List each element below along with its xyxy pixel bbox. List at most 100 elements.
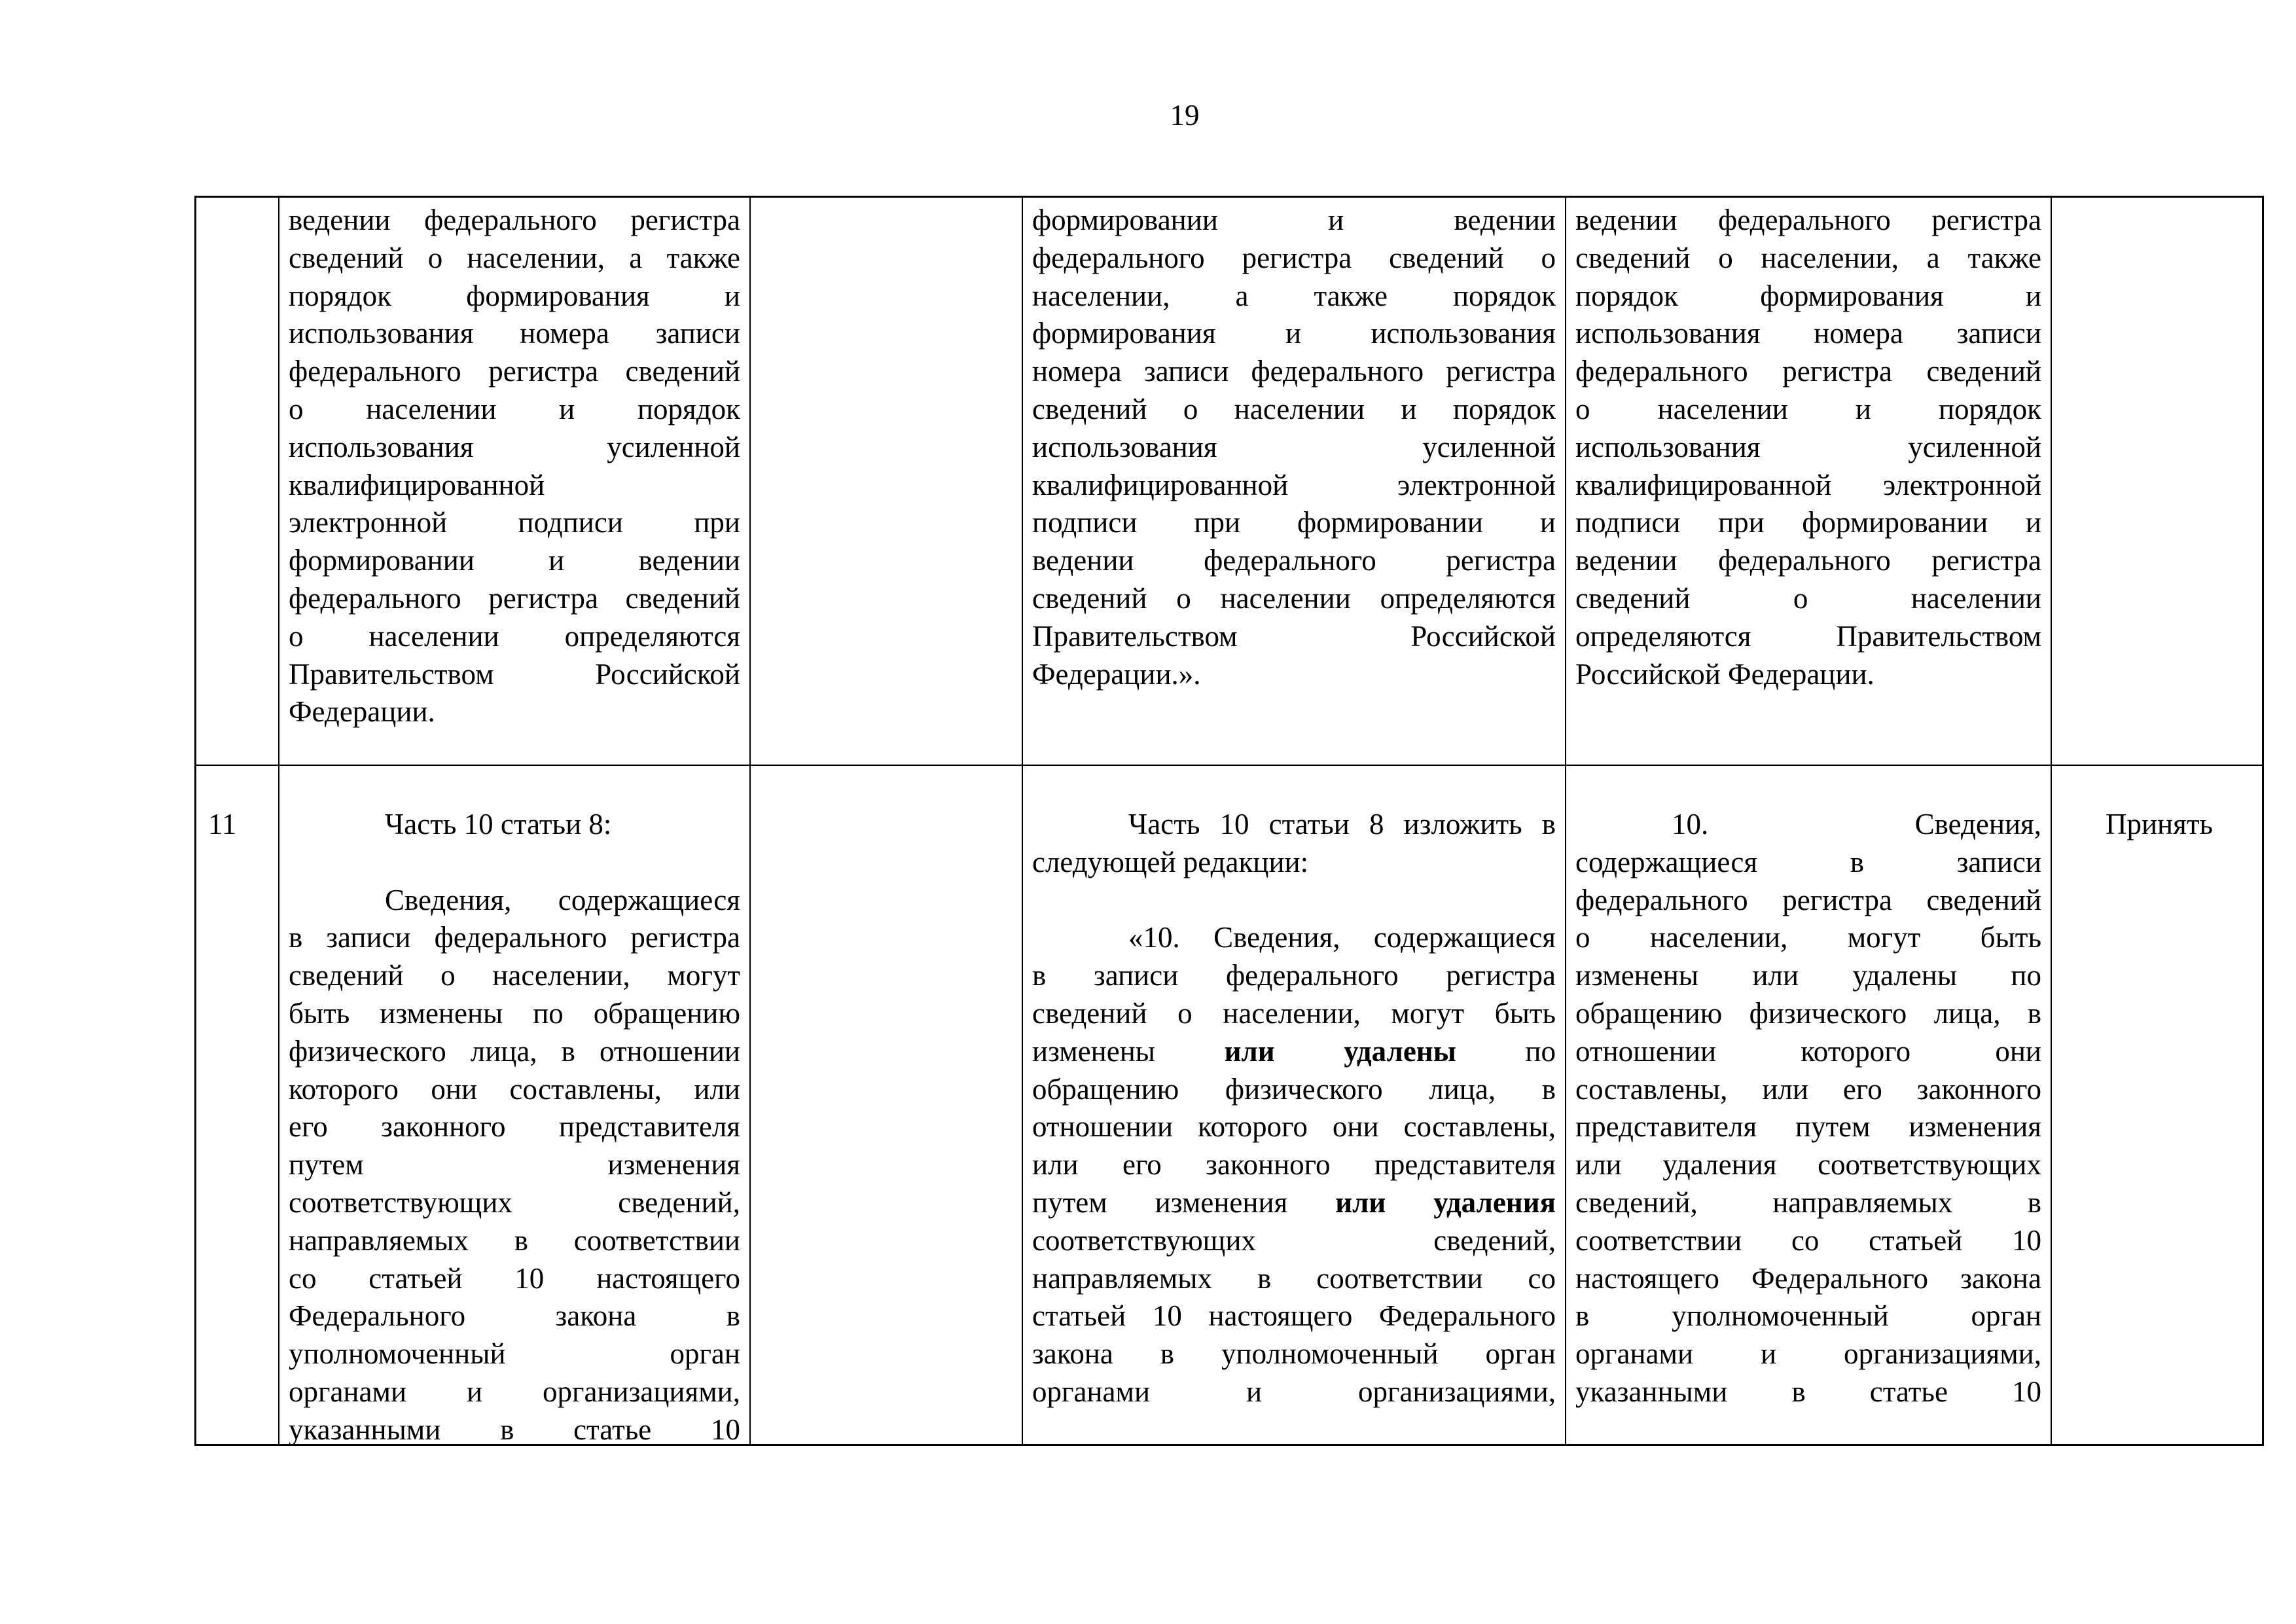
row2-new-text: 10. Сведения, содержащиеся в записи федера… xyxy=(1575,806,2041,1411)
text-line: подписи при формировании и xyxy=(1032,506,1556,539)
row1-amendment-text: формировании и ведении федерального регис… xyxy=(1032,202,1556,693)
text-line: физического лица, в отношении xyxy=(289,1034,740,1068)
text-line: быть изменены по обращению xyxy=(289,996,740,1030)
text-line: квалифицированной xyxy=(289,468,545,501)
text-line: следующей редакции: xyxy=(1032,845,1309,878)
text-line: подписи при формировании и xyxy=(1575,506,2041,539)
text-segment xyxy=(1386,1186,1433,1219)
row2-decision: Принять xyxy=(2105,808,2214,840)
text-line: о населении и порядок xyxy=(289,392,740,425)
text-line: федерального регистра сведений xyxy=(289,581,740,615)
row1-new-text: ведении федерального регистра сведений о … xyxy=(1575,202,2041,693)
text-line: обращению физического лица, в xyxy=(1032,1072,1556,1106)
bold-text: удаления xyxy=(1433,1185,1556,1219)
text-line: соответствии со статьей 10 xyxy=(1575,1223,2041,1257)
text-line: содержащиеся в записи xyxy=(1575,845,2041,878)
column-divider xyxy=(749,198,751,1444)
text-line: в записи федерального регистра xyxy=(1032,959,1556,992)
text-line: использования усиленной xyxy=(289,430,740,463)
text-line: соответствующих сведений, xyxy=(289,1185,740,1219)
text-line: изменены или удалены по xyxy=(1032,1033,1556,1071)
text-line: Федерального закона в xyxy=(289,1299,740,1333)
row1-current-text: ведении федерального регистра сведений о … xyxy=(289,202,740,731)
text-line: Правительством Российской xyxy=(1032,619,1556,653)
text-line: путем изменения или удаления xyxy=(1032,1184,1556,1222)
text-line: сведений, направляемых в xyxy=(1575,1185,2041,1219)
text-line: сведений о населении, могут xyxy=(289,959,740,992)
text-line: определяются Правительством xyxy=(1575,619,2041,653)
text-line: отношении которого они xyxy=(1575,1034,2041,1068)
text-line: Правительством Российской xyxy=(289,657,740,691)
bold-text: или xyxy=(1224,1034,1275,1068)
text-line: номера записи федерального регистра xyxy=(1032,355,1556,388)
text-line: уполномоченный орган xyxy=(289,1337,740,1371)
text-line: использования номера записи xyxy=(289,317,740,350)
text-line: федерального регистра сведений xyxy=(289,355,740,388)
text-line: федерального регистра сведений о xyxy=(1032,241,1556,274)
text-line: электронной подписи при xyxy=(289,506,740,539)
text-line: направляемых в соответствии со xyxy=(1032,1261,1556,1295)
text-line: закона в уполномоченный орган xyxy=(1032,1337,1556,1371)
text-line: Сведения, содержащиеся xyxy=(385,883,740,916)
page-number: 19 xyxy=(1170,99,1200,132)
text-line: его законного представителя xyxy=(289,1110,740,1144)
text-line: о населении и порядок xyxy=(1575,392,2041,425)
text-line: со статьей 10 настоящего xyxy=(289,1261,740,1295)
text-line: сведений о населении, могут быть xyxy=(1032,996,1556,1030)
text-line: органами и организациями, xyxy=(289,1375,740,1408)
text-line: квалифицированной электронной xyxy=(1575,468,2041,501)
text-line: изменены или удалены по xyxy=(1575,959,2041,992)
text-line: федерального регистра сведений xyxy=(1575,883,2041,916)
text-line: направляемых в соответствии xyxy=(289,1223,740,1257)
column-divider xyxy=(1022,198,1023,1444)
text-line: сведений о населении xyxy=(1575,581,2041,615)
text-line: о населении определяются xyxy=(289,619,740,653)
column-divider xyxy=(1565,198,1566,1444)
text-line: Часть 10 статьи 8 изложить в xyxy=(1128,808,1556,840)
text-line: Федерации. xyxy=(289,695,435,729)
text-line: которого они составлены, или xyxy=(289,1072,740,1106)
text-line: о населении, могут быть xyxy=(1575,921,2041,954)
text-line: ведении федерального регистра xyxy=(1032,544,1556,577)
text-line: органами и организациями, xyxy=(1575,1337,2041,1371)
column-divider xyxy=(278,198,279,1444)
text-line: или удаления соответствующих xyxy=(1575,1148,2041,1182)
text-line: путем изменения xyxy=(289,1148,740,1182)
text-segment: изменены xyxy=(1032,1034,1225,1068)
text-line: ведении федерального регистра xyxy=(289,204,740,236)
text-line: федерального регистра сведений xyxy=(1575,355,2041,388)
text-line: сведений о населении, а также xyxy=(1575,241,2041,274)
bold-text: удалены xyxy=(1344,1034,1456,1068)
text-segment xyxy=(1275,1035,1344,1068)
text-line: составлены, или его законного xyxy=(1575,1072,2041,1106)
row2-amendment-text: Часть 10 статьи 8 изложить в следующей ре… xyxy=(1032,806,1556,1411)
text-line: указанными в статье 10 xyxy=(289,1413,740,1446)
text-line: представителя путем изменения xyxy=(1575,1110,2041,1144)
text-line: Российской Федерации. xyxy=(1575,657,1874,691)
text-line: органами и организациями, xyxy=(1032,1375,1556,1408)
text-line: обращению физического лица, в xyxy=(1575,996,2041,1030)
text-line: использования номера записи xyxy=(1575,317,2041,350)
text-line: ведении федерального регистра xyxy=(1575,204,2041,236)
text-line: квалифицированной электронной xyxy=(1032,468,1556,501)
text-line: использования усиленной xyxy=(1032,430,1556,463)
text-line: использования усиленной xyxy=(1575,430,2041,463)
text-line: статьей 10 настоящего Федерального xyxy=(1032,1299,1556,1333)
text-line: населении, а также порядок xyxy=(1032,279,1556,312)
row2-number: 11 xyxy=(208,808,237,840)
text-line: «10. Сведения, содержащиеся xyxy=(1128,921,1556,954)
text-line: порядок формирования и xyxy=(1575,279,2041,312)
text-line: соответствующих сведений, xyxy=(1032,1223,1556,1257)
text-line: формировании и ведении xyxy=(289,544,740,577)
text-line: 10. Сведения, xyxy=(1672,808,2041,840)
text-line: сведений о населении и порядок xyxy=(1032,392,1556,425)
blank-line xyxy=(289,844,740,882)
row2-current-text: Часть 10 статьи 8: Сведения, содержащиеся… xyxy=(289,806,740,1449)
text-line: в уполномоченный орган xyxy=(1575,1299,2041,1333)
text-line: формирования и использования xyxy=(1032,317,1556,350)
column-divider xyxy=(2051,198,2052,1444)
text-line: настоящего Федерального закона xyxy=(1575,1261,2041,1295)
text-segment: путем изменения xyxy=(1032,1185,1336,1219)
text-line: порядок формирования и xyxy=(289,279,740,312)
text-line: сведений о населении определяются xyxy=(1032,581,1556,615)
